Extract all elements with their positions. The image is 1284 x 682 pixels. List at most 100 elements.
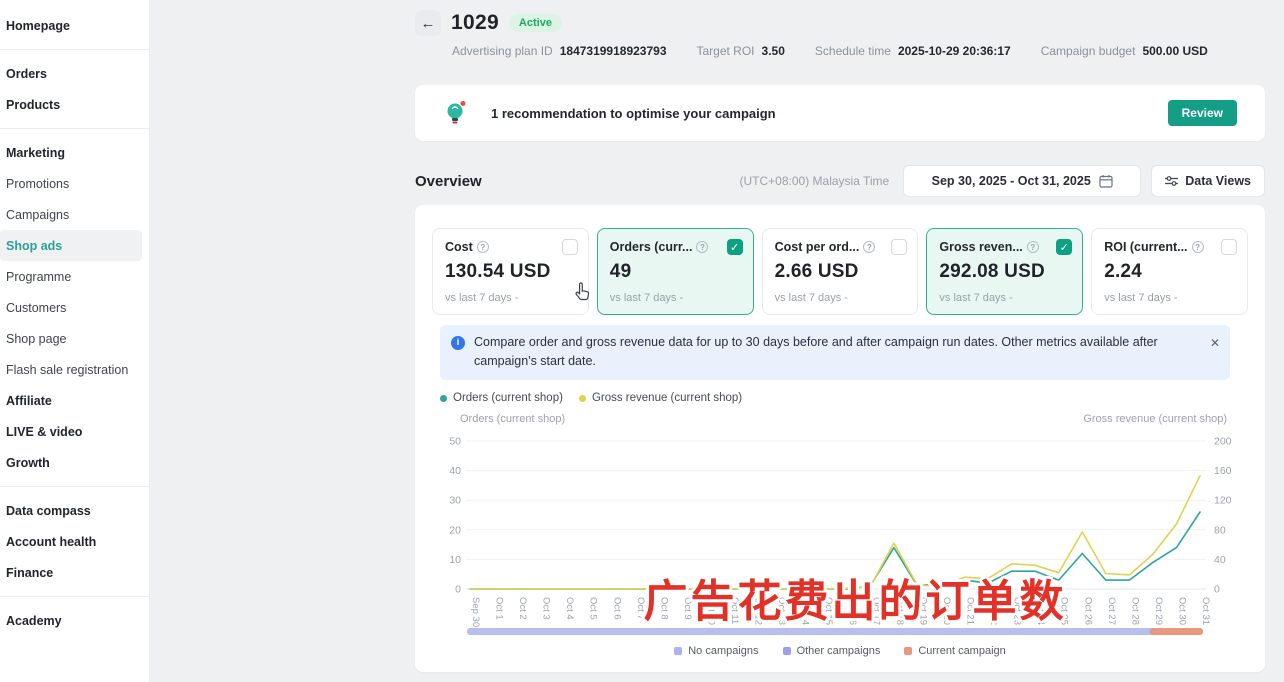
svg-text:Oct 30: Oct 30 bbox=[1176, 597, 1187, 625]
data-views-button[interactable]: Data Views bbox=[1151, 165, 1265, 197]
svg-text:Oct 3: Oct 3 bbox=[541, 597, 552, 620]
sliders-icon bbox=[1165, 176, 1179, 186]
svg-text:0: 0 bbox=[455, 584, 461, 596]
main-content: ← 1029 Active Advertising plan ID 1847319… bbox=[415, 0, 1265, 682]
sidebar-item-shop-ads[interactable]: Shop ads bbox=[0, 230, 142, 261]
svg-text:Oct 2: Oct 2 bbox=[517, 597, 528, 620]
sidebar-item-products[interactable]: Products bbox=[6, 97, 61, 112]
sidebar-item-homepage[interactable]: Homepage bbox=[6, 18, 70, 33]
right-axis-title: Gross revenue (current shop) bbox=[1083, 413, 1227, 425]
period-legend-item: Current campaign bbox=[904, 645, 1006, 657]
overview-toolbar: Overview (UTC+08:00) Malaysia Time Sep 3… bbox=[415, 165, 1265, 197]
metric-value: 49 bbox=[609, 261, 632, 282]
help-icon[interactable]: ? bbox=[476, 241, 489, 253]
data-views-label: Data Views bbox=[1185, 174, 1251, 188]
svg-text:Oct 10: Oct 10 bbox=[705, 597, 716, 625]
sidebar-item-data-compass[interactable]: Data compass bbox=[6, 503, 91, 518]
metric-comparison: vs last 7 days - bbox=[939, 292, 1013, 304]
svg-text:Oct 8: Oct 8 bbox=[658, 597, 669, 620]
svg-text:Oct 24: Oct 24 bbox=[1035, 597, 1046, 625]
sidebar-item-live-video[interactable]: LIVE & video bbox=[6, 424, 83, 439]
sidebar-item-promotions[interactable]: Promotions bbox=[6, 176, 70, 191]
sidebar-item-account-health[interactable]: Account health bbox=[6, 534, 97, 549]
metric-value: 292.08 USD bbox=[939, 261, 1045, 282]
svg-text:120: 120 bbox=[1214, 495, 1232, 507]
metric-checkbox[interactable] bbox=[1220, 239, 1237, 255]
metric-label: Orders (curr...? bbox=[610, 240, 741, 254]
overview-panel: Cost? 130.54 USD vs last 7 days - Orders (c… bbox=[415, 205, 1265, 672]
legend-item[interactable]: Orders (current shop) bbox=[440, 392, 563, 404]
compare-info-banner: i Compare order and gross revenue data f… bbox=[440, 325, 1230, 380]
sidebar-item-orders[interactable]: Orders bbox=[6, 66, 47, 81]
sidebar-divider bbox=[0, 486, 149, 487]
metric-value: 2.24 bbox=[1104, 261, 1142, 282]
svg-text:80: 80 bbox=[1214, 524, 1226, 536]
period-legend-swatch bbox=[782, 647, 791, 655]
svg-text:Sep 30: Sep 30 bbox=[470, 597, 481, 627]
svg-text:Oct 18: Oct 18 bbox=[894, 597, 905, 625]
meta-field: Schedule time 2025-10-29 20:36:17 bbox=[815, 44, 1011, 58]
review-button[interactable]: Review bbox=[1167, 100, 1237, 126]
campaign-period-legend: No campaigns Other campaigns Current campa… bbox=[415, 645, 1265, 657]
metric-card-gross-reven[interactable]: Gross reven...? ✓ 292.08 USD vs last 7 days… bbox=[926, 228, 1084, 315]
sidebar-item-affiliate[interactable]: Affiliate bbox=[6, 393, 52, 408]
svg-text:200: 200 bbox=[1214, 436, 1232, 448]
sidebar-item-finance[interactable]: Finance bbox=[6, 565, 54, 580]
metric-checkbox[interactable] bbox=[891, 239, 908, 255]
legend-label: Gross revenue (current shop) bbox=[591, 392, 743, 404]
svg-text:Oct 12: Oct 12 bbox=[753, 597, 764, 625]
status-badge: Active bbox=[508, 14, 562, 32]
legend-item[interactable]: Gross revenue (current shop) bbox=[578, 392, 743, 404]
sidebar-item-growth[interactable]: Growth bbox=[6, 455, 50, 470]
svg-text:Oct 7: Oct 7 bbox=[635, 597, 646, 620]
metric-cards: Cost? 130.54 USD vs last 7 days - Orders (c… bbox=[432, 228, 1248, 315]
metric-card-roi-current[interactable]: ROI (current...? 2.24 vs last 7 days - bbox=[1091, 228, 1248, 315]
metric-card-cost[interactable]: Cost? 130.54 USD vs last 7 days - bbox=[432, 228, 589, 315]
meta-label: Target ROI bbox=[696, 44, 755, 58]
sidebar-item-campaigns[interactable]: Campaigns bbox=[6, 207, 70, 222]
sidebar-divider bbox=[0, 596, 149, 597]
sidebar-item-programme[interactable]: Programme bbox=[6, 269, 72, 284]
metric-card-cost-per-ord[interactable]: Cost per ord...? 2.66 USD vs last 7 days - bbox=[761, 228, 919, 315]
svg-text:Oct 20: Oct 20 bbox=[941, 597, 952, 625]
metric-card-orders-curr[interactable]: Orders (curr...? ✓ 49 vs last 7 days - bbox=[596, 228, 754, 315]
svg-text:Oct 23: Oct 23 bbox=[1012, 597, 1023, 625]
svg-text:Oct 15: Oct 15 bbox=[823, 597, 834, 625]
meta-value: 500.00 USD bbox=[1142, 44, 1208, 58]
svg-text:Oct 14: Oct 14 bbox=[800, 597, 811, 625]
lightbulb-icon bbox=[445, 100, 467, 126]
svg-text:Oct 1: Oct 1 bbox=[494, 597, 505, 620]
sidebar-item-flash-sale-registration[interactable]: Flash sale registration bbox=[6, 362, 129, 377]
svg-text:Oct 17: Oct 17 bbox=[870, 597, 881, 625]
meta-value: 2025-10-29 20:36:17 bbox=[897, 44, 1011, 58]
svg-text:Oct 19: Oct 19 bbox=[917, 597, 928, 625]
page-title: 1029 bbox=[451, 11, 499, 34]
metric-checkbox[interactable] bbox=[561, 239, 578, 255]
help-icon[interactable]: ? bbox=[1026, 241, 1039, 253]
legend-dot bbox=[440, 394, 447, 402]
help-icon[interactable]: ? bbox=[1191, 241, 1204, 253]
svg-text:Oct 4: Oct 4 bbox=[564, 597, 575, 620]
back-arrow-icon: ← bbox=[420, 14, 436, 32]
sidebar-item-customers[interactable]: Customers bbox=[6, 300, 67, 315]
sidebar-item-marketing[interactable]: Marketing bbox=[6, 145, 66, 160]
metric-checkbox[interactable]: ✓ bbox=[1056, 239, 1073, 255]
period-legend-swatch bbox=[904, 647, 913, 655]
sidebar-item-academy[interactable]: Academy bbox=[6, 613, 62, 628]
orders-revenue-chart[interactable]: 0 0 10 40 20 80 30 120 40 160 50 200 Sep 30 Oct 1 Oct … bbox=[432, 431, 1248, 645]
metric-label: ROI (current...? bbox=[1104, 240, 1235, 254]
page-header: ← 1029 Active Advertising plan ID 1847319… bbox=[415, 10, 1265, 58]
back-button[interactable]: ← bbox=[415, 10, 441, 36]
svg-text:0: 0 bbox=[1214, 584, 1220, 596]
sidebar-divider bbox=[0, 128, 149, 129]
close-icon[interactable]: ✕ bbox=[1209, 336, 1220, 350]
svg-text:Oct 13: Oct 13 bbox=[776, 597, 787, 625]
sidebar-item-shop-page[interactable]: Shop page bbox=[6, 331, 67, 346]
meta-label: Advertising plan ID bbox=[452, 44, 553, 58]
date-range-picker[interactable]: Sep 30, 2025 - Oct 31, 2025 bbox=[903, 165, 1142, 197]
date-range-value: Sep 30, 2025 - Oct 31, 2025 bbox=[931, 174, 1091, 188]
help-icon[interactable]: ? bbox=[696, 241, 709, 253]
meta-field: Target ROI 3.50 bbox=[697, 44, 785, 58]
metric-checkbox[interactable]: ✓ bbox=[726, 239, 743, 255]
help-icon[interactable]: ? bbox=[863, 241, 876, 253]
